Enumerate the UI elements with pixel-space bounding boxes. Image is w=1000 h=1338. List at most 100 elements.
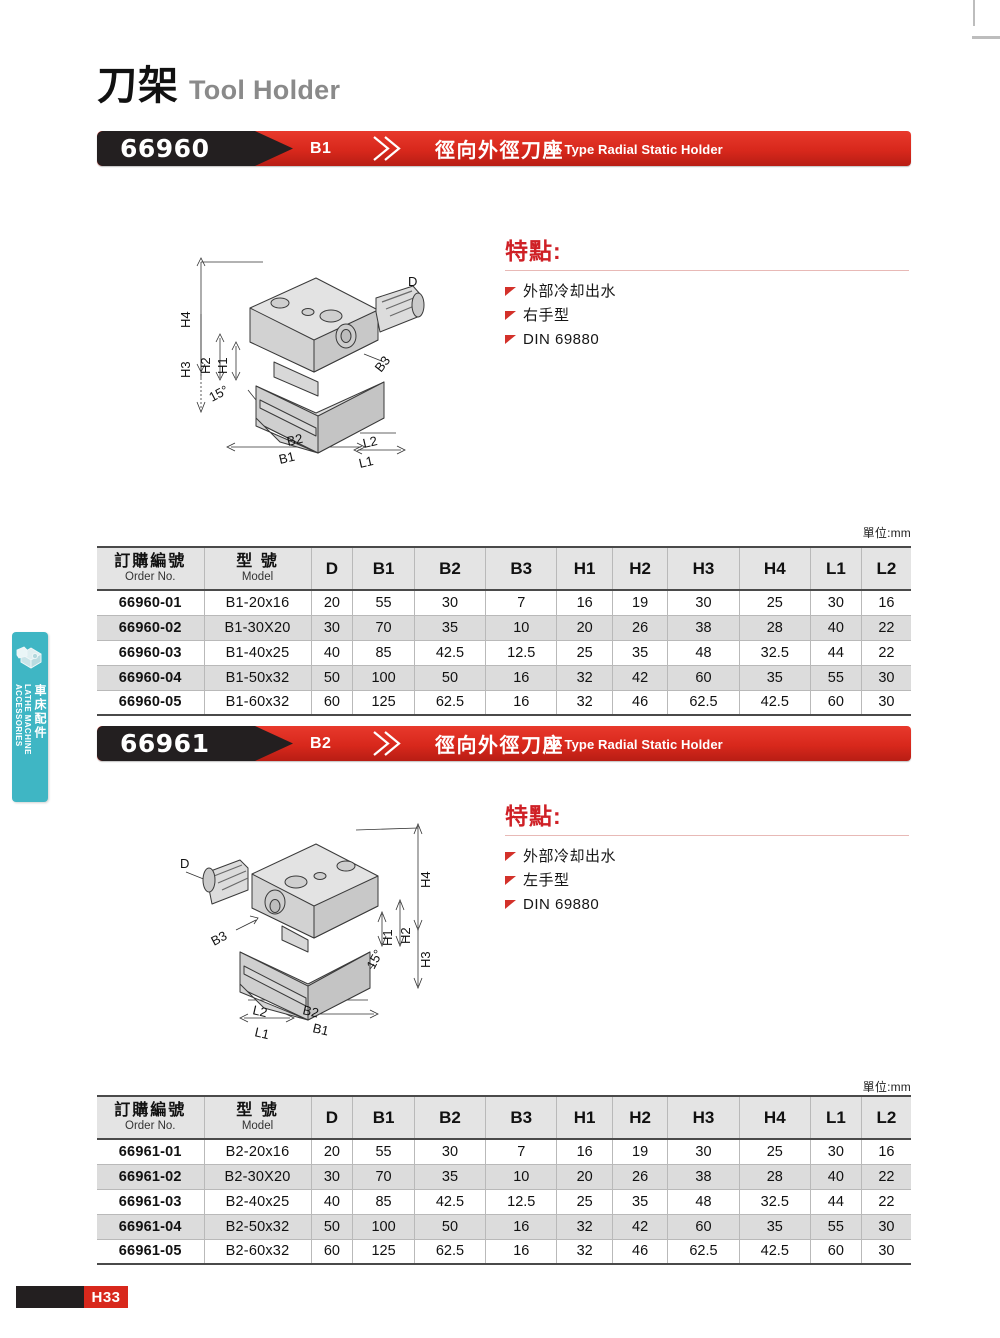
tool-holder-icon xyxy=(16,646,42,669)
banner-code: 66961 xyxy=(120,729,210,758)
col-d: D xyxy=(310,1095,354,1140)
bullet-triangle-icon xyxy=(505,851,516,861)
section-banner-66960: 66960 B1 徑向外徑刀座 B1 Type Radial Static Ho… xyxy=(97,131,911,166)
banner-name-cn: 徑向外徑刀座 xyxy=(435,735,564,757)
features-title: 特點: xyxy=(505,803,562,829)
crop-mark-horizontal xyxy=(972,36,1000,39)
col-b1: B1 xyxy=(352,1095,415,1140)
table-row: 66961-03 B2-40x25 40 85 42.5 12.5 25 35 48 32.5 44… xyxy=(97,1189,911,1215)
features-divider xyxy=(505,270,909,271)
col-b2: B2 xyxy=(413,1095,487,1140)
page-title-cn: 刀架 xyxy=(97,64,179,108)
product-drawing-b2: H4 H3 H2 H1 15° D B3 B2 B1 L2 L1 xyxy=(178,818,478,1058)
table-row: 66961-05 B2-60x32 60 125 62.5 16 32 46 62.5 42.5 6… xyxy=(97,1239,911,1265)
footer-bar xyxy=(16,1286,84,1308)
side-tab-label-cn: 車床配件 xyxy=(33,684,47,740)
dim-label-b3: B3 xyxy=(372,353,394,375)
dim-label-h2: H2 xyxy=(398,927,413,944)
section-banner-66961: 66961 B2 徑向外徑刀座 B2 Type Radial Static Ho… xyxy=(97,726,911,761)
col-h4: H4 xyxy=(738,546,811,591)
features-title: 特點: xyxy=(505,238,562,264)
crop-mark-vertical xyxy=(973,0,975,26)
dim-label-b2: B2 xyxy=(301,1002,320,1020)
col-l1: L1 xyxy=(809,546,862,591)
banner-code: 66960 xyxy=(120,134,210,163)
feature-item: 外部冷却出水 xyxy=(505,845,909,869)
banner-name-en: B1 Type Radial Static Holder xyxy=(544,142,723,157)
dim-label-b1: B1 xyxy=(277,449,296,467)
feature-item: 左手型 xyxy=(505,869,909,893)
feature-label: 外部冷却出水 xyxy=(523,848,617,865)
spec-table-66961: 訂購編號 Order No. 型 號 Model D B1 B2 B3 H1 H… xyxy=(97,1095,911,1265)
dim-label-l1: L1 xyxy=(253,1024,270,1042)
table-row: 66960-05 B1-60x32 60 125 62.5 16 32 46 62.5 42.5 6… xyxy=(97,690,911,716)
feature-item: DIN 69880 xyxy=(505,328,909,352)
dim-label-h1: H1 xyxy=(215,357,230,374)
banner-type: B1 xyxy=(310,139,332,157)
dim-label-h4: H4 xyxy=(178,311,193,328)
dim-label-h3: H3 xyxy=(178,361,193,378)
features-list: 外部冷却出水 右手型 DIN 69880 xyxy=(505,280,909,352)
bullet-triangle-icon xyxy=(505,875,516,885)
chevron-right-icon xyxy=(373,731,401,756)
feature-item: 右手型 xyxy=(505,304,909,328)
col-h3: H3 xyxy=(667,546,740,591)
feature-label: 右手型 xyxy=(523,307,570,324)
col-b2: B2 xyxy=(413,546,487,591)
col-h1: H1 xyxy=(556,1095,613,1140)
dim-label-l2: L2 xyxy=(361,433,378,451)
banner-code-block: 66961 xyxy=(97,726,293,761)
col-h1: H1 xyxy=(556,546,613,591)
col-b1: B1 xyxy=(352,546,415,591)
side-tab-lathe-accessories[interactable]: LATHE MACHINE ACCESSORIES 車床配件 xyxy=(12,632,48,802)
col-model: 型 號 Model xyxy=(203,1095,312,1140)
col-h2: H2 xyxy=(611,546,669,591)
col-model: 型 號 Model xyxy=(203,546,312,591)
spec-table-66960: 訂購編號 Order No. 型 號 Model D B1 B2 B3 H1 H… xyxy=(97,546,911,716)
dim-label-h4: H4 xyxy=(418,871,433,888)
bullet-triangle-icon xyxy=(505,286,516,296)
col-l2: L2 xyxy=(860,1095,911,1140)
dim-label-d: D xyxy=(408,274,417,289)
feature-item: DIN 69880 xyxy=(505,893,909,917)
table-row: 66960-01 B1-20x16 20 55 30 7 16 19 30 25 30 16 xyxy=(97,590,911,616)
page-footer: H33 xyxy=(16,1286,128,1308)
banner-code-block: 66960 xyxy=(97,131,293,166)
col-order-no: 訂購編號 Order No. xyxy=(97,546,205,591)
dim-label-b3: B3 xyxy=(208,928,229,949)
table-row: 66960-04 B1-50x32 50 100 50 16 32 42 60 35 55 30 xyxy=(97,665,911,691)
chevron-right-icon xyxy=(373,136,401,161)
bullet-triangle-icon xyxy=(505,310,516,320)
dim-label-15deg: 15° xyxy=(206,382,230,404)
col-d: D xyxy=(310,546,354,591)
col-l2: L2 xyxy=(860,546,911,591)
table-row: 66961-02 B2-30X20 30 70 35 10 20 26 38 28 40 22 xyxy=(97,1164,911,1190)
col-h3: H3 xyxy=(667,1095,740,1140)
features-block-66961: 特點: 外部冷却出水 左手型 DIN 69880 xyxy=(505,797,909,917)
side-tab-label-en: LATHE MACHINE ACCESSORIES xyxy=(14,684,32,755)
banner-name-en: B2 Type Radial Static Holder xyxy=(544,737,723,752)
table-row: 66961-01 B2-20x16 20 55 30 7 16 19 30 25 30 16 xyxy=(97,1139,911,1165)
banner-name-cn: 徑向外徑刀座 xyxy=(435,140,564,162)
product-drawing-b1: H4 H3 H2 H1 15° D B3 B2 B1 L2 L1 xyxy=(168,250,468,495)
unit-label-66960: 單位:mm xyxy=(862,526,911,540)
dim-label-b1: B1 xyxy=(311,1020,330,1038)
dim-label-h3: H3 xyxy=(418,951,433,968)
col-l1: L1 xyxy=(809,1095,862,1140)
page-title: 刀架 Tool Holder xyxy=(97,66,340,106)
features-divider xyxy=(505,835,909,836)
dim-label-l1: L1 xyxy=(357,453,374,471)
table-row: 66960-03 B1-40x25 40 85 42.5 12.5 25 35 48 32.5 44… xyxy=(97,640,911,666)
feature-label: DIN 69880 xyxy=(523,896,600,913)
table-header-row: 訂購編號 Order No. 型 號 Model D B1 B2 B3 H1 H… xyxy=(97,1095,911,1140)
table-row: 66961-04 B2-50x32 50 100 50 16 32 42 60 35 55 30 xyxy=(97,1214,911,1240)
table-row: 66960-02 B1-30X20 30 70 35 10 20 26 38 28 40 22 xyxy=(97,615,911,641)
bullet-triangle-icon xyxy=(505,334,516,344)
col-b3: B3 xyxy=(485,546,558,591)
feature-label: DIN 69880 xyxy=(523,331,600,348)
page-title-en: Tool Holder xyxy=(189,75,341,105)
table-header-row: 訂購編號 Order No. 型 號 Model D B1 B2 B3 H1 H… xyxy=(97,546,911,591)
table-body: 66961-01 B2-20x16 20 55 30 7 16 19 30 25 30 16 6696… xyxy=(97,1139,911,1265)
col-h2: H2 xyxy=(611,1095,669,1140)
side-tab-text: LATHE MACHINE ACCESSORIES 車床配件 xyxy=(12,684,48,800)
